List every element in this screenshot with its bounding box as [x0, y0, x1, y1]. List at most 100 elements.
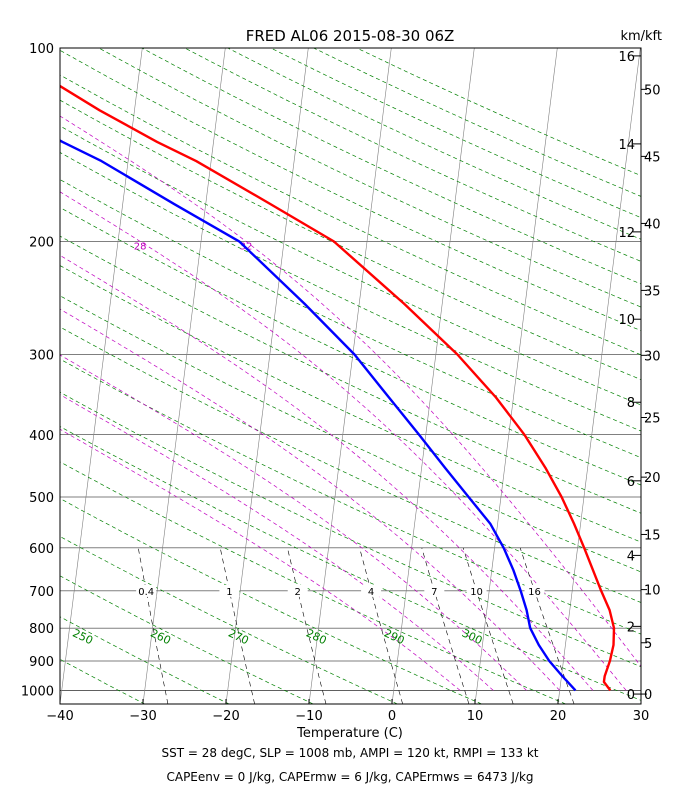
mixing-ratio-label-bg — [136, 584, 157, 597]
pressure-tick-label: 900 — [29, 655, 54, 670]
pressure-tick-label: 1000 — [21, 684, 54, 699]
moist-adiabat-8 — [60, 428, 461, 691]
theta-label-300: 300 — [460, 627, 485, 648]
dry-adiabat-260 — [60, 575, 314, 704]
mixing-ratio-label-7: 7 — [431, 587, 437, 598]
x-tick-label: −30 — [129, 709, 156, 724]
temperature-line — [60, 84, 616, 692]
footer-line-1: SST = 28 degC, SLP = 1008 mb, AMPI = 120… — [161, 746, 538, 760]
mixing-ratio-10 — [462, 547, 514, 704]
isotherm--10 — [308, 48, 392, 704]
x-tick-label: 30 — [633, 709, 650, 724]
mixing-ratio-7 — [421, 547, 470, 704]
km-tick-label: 10 — [618, 313, 635, 328]
chart-title: FRED AL06 2015-08-30 06Z — [246, 27, 455, 45]
height-axis-label: km/kft — [620, 29, 662, 44]
km-tick-label: 6 — [627, 475, 635, 490]
pressure-tick-label: 200 — [29, 235, 54, 250]
x-axis-label: Temperature (C) — [296, 726, 403, 741]
km-tick-label: 14 — [618, 138, 635, 153]
dry-adiabat-360 — [60, 235, 641, 514]
mixing-ratio-16 — [519, 547, 575, 704]
kft-tick-label: 5 — [644, 637, 652, 652]
dry-adiabat-420 — [60, 74, 641, 356]
theta-label-270: 270 — [226, 627, 251, 648]
moist-adiabat-12 — [60, 394, 494, 691]
dry-adiabat-300 — [60, 426, 641, 701]
mixing-ratio-label-bg — [466, 584, 487, 597]
mixing-ratio-1 — [219, 547, 255, 704]
kft-tick-label: 10 — [644, 584, 661, 599]
mixing-ratio-label-bg — [361, 584, 382, 597]
plot-frame — [59, 47, 642, 705]
kft-tick-label: 15 — [644, 528, 661, 543]
km-tick-label: 16 — [618, 50, 635, 65]
isotherm--40 — [60, 48, 143, 704]
dry-adiabat-270 — [60, 536, 398, 704]
sounding-series — [60, 84, 616, 692]
virtual_temperature_parcel-line — [60, 139, 577, 692]
grid-labels: 25026027028029030081216202428320.10.4124… — [70, 241, 545, 648]
dry-adiabat-430 — [60, 49, 641, 332]
theta-label-260: 260 — [148, 627, 173, 648]
pressure-tick-label: 400 — [29, 429, 54, 444]
dry-adiabat-330 — [60, 326, 641, 603]
km-tick-label: 0 — [627, 688, 635, 703]
x-tick-label: 20 — [550, 709, 567, 724]
mixing-ratio-label-2: 2 — [295, 587, 301, 598]
kft-tick-label: 20 — [644, 471, 661, 486]
kft-tick-label: 40 — [644, 217, 661, 232]
isobar-grid — [60, 48, 641, 691]
pressure-tick-label: 100 — [29, 42, 54, 57]
dry-adiabat-230 — [60, 703, 61, 704]
dry-adiabat-grid — [60, 48, 641, 704]
x-tick-label: 0 — [388, 709, 396, 724]
dry-adiabat-340 — [60, 295, 641, 573]
dry-adiabat-450 — [141, 48, 641, 285]
isotherm-0 — [391, 48, 475, 704]
pressure-tick-label: 500 — [29, 491, 54, 506]
isotherm--20 — [225, 48, 309, 704]
mixing-ratio-grid — [138, 547, 575, 704]
kft-tick-label: 25 — [644, 412, 661, 427]
mixing-ratio-label-10: 10 — [470, 587, 483, 598]
dry-adiabat-350 — [60, 265, 641, 543]
km-tick-label: 8 — [627, 396, 635, 411]
kft-tick-label: 35 — [644, 284, 661, 299]
moist-adiabat-16 — [60, 354, 527, 691]
mixing-ratio-label-16: 16 — [528, 587, 541, 598]
pressure-tick-label: 300 — [29, 348, 54, 363]
mixing-ratio-0.4 — [138, 547, 169, 704]
kft-tick-label: 30 — [644, 349, 661, 364]
mixing-ratio-2 — [287, 547, 327, 704]
kft-tick-label: 45 — [644, 150, 661, 165]
moist-adiabat-32 — [60, 115, 641, 668]
pressure-tick-label: 800 — [29, 622, 54, 637]
km-tick-label: 2 — [627, 620, 635, 635]
mixing-ratio-label-bg — [524, 584, 545, 597]
isotherm-30 — [640, 701, 641, 704]
x-tick-label: −40 — [46, 709, 73, 724]
x-tick-label: 10 — [467, 709, 484, 724]
mixing-ratio-label-bg — [287, 584, 308, 597]
dry-adiabat-380 — [60, 179, 641, 459]
km-tick-label: 12 — [618, 226, 635, 241]
isotherm-20 — [557, 48, 641, 704]
moist-adiabat-24 — [60, 254, 594, 691]
mixing-ratio-4 — [359, 547, 403, 704]
theta-label-290: 290 — [382, 627, 407, 648]
moist-adiabat-28 — [60, 191, 627, 691]
dry-adiabat-500 — [356, 48, 641, 177]
footer-line-2: CAPEenv = 0 J/kg, CAPErmw = 6 J/kg, CAPE… — [166, 770, 533, 784]
isotherm-10 — [474, 48, 558, 704]
mixing-ratio-label-1: 1 — [226, 587, 232, 598]
isotherm--30 — [142, 48, 226, 704]
dry-adiabat-440 — [98, 48, 641, 308]
x-tick-label: −20 — [212, 709, 239, 724]
axis-ticks: −40 −30 −20 −10 0 10 20 30100200300400500600700… — [21, 42, 661, 724]
moist-adiabat-20 — [60, 308, 560, 691]
kft-tick-label: 50 — [644, 83, 661, 98]
wetbulb-label-28: 28 — [134, 241, 147, 252]
dry-adiabat-390 — [60, 152, 641, 432]
